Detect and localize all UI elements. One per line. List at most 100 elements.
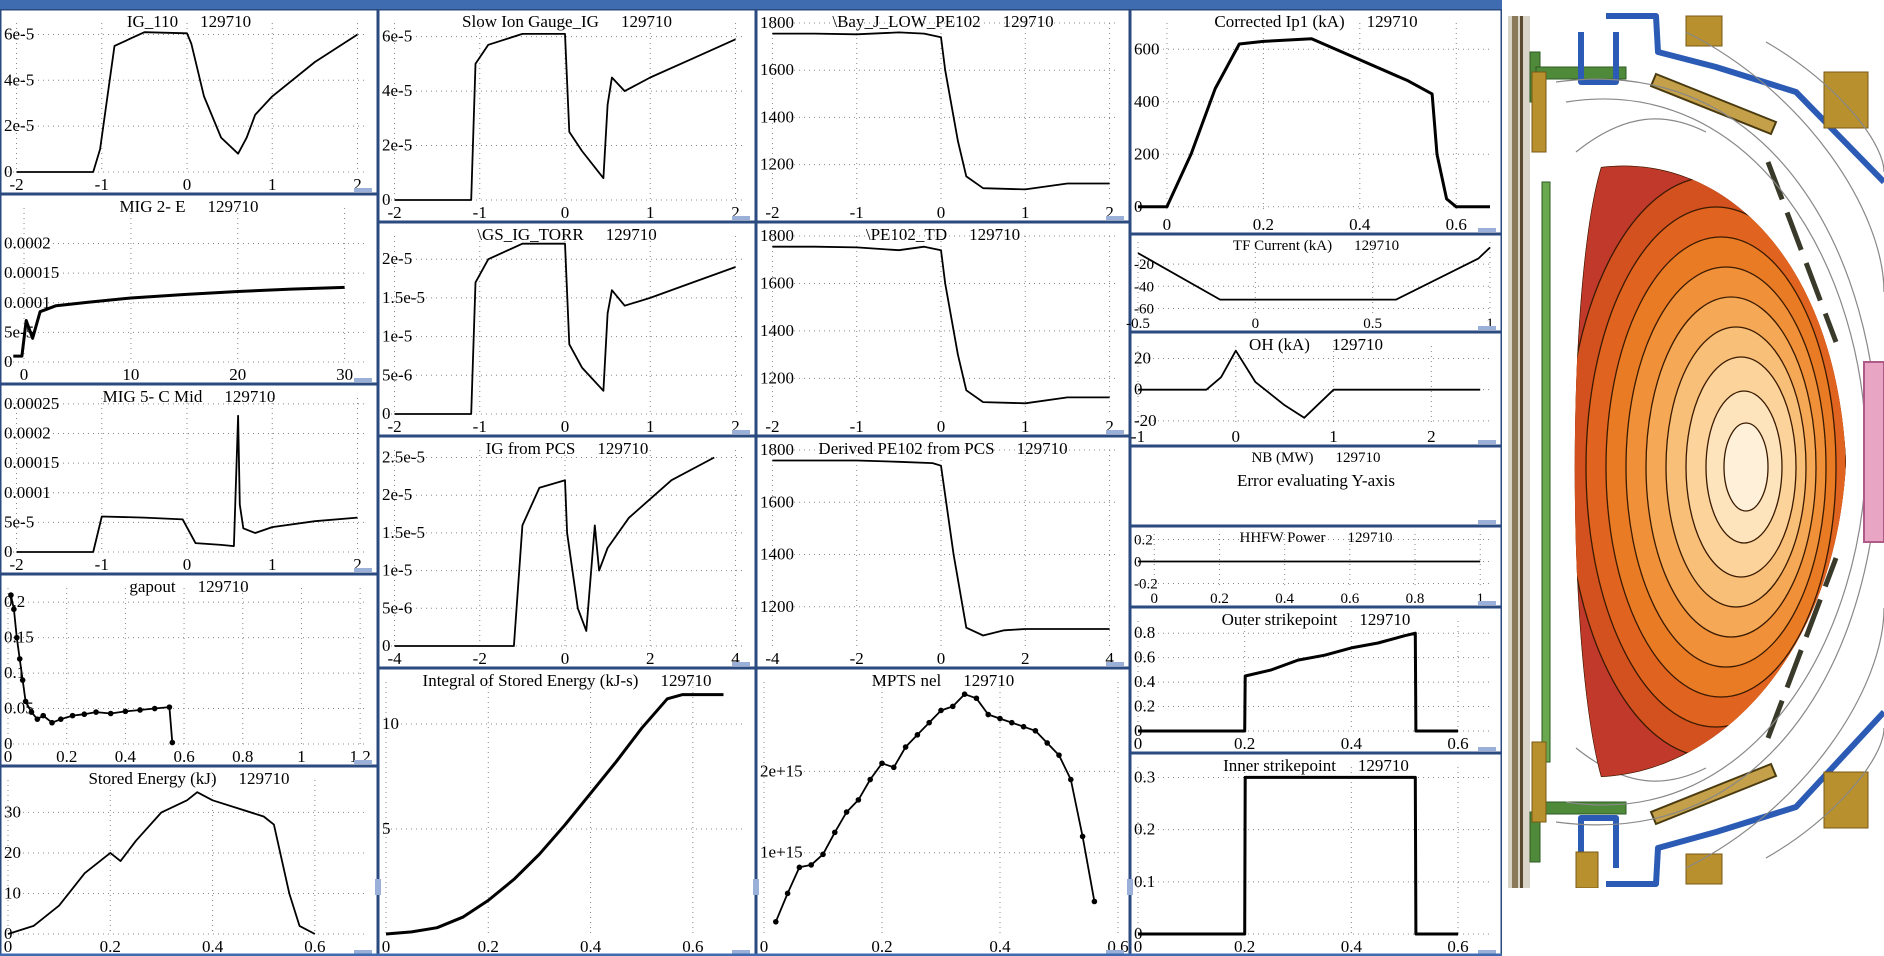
chart-title-text: NB (MW) <box>1251 450 1313 466</box>
x-tick-label: 0 <box>561 649 570 668</box>
y-tick-label: 2e-5 <box>382 485 412 504</box>
x-tick-label: 2 <box>1105 417 1114 436</box>
data-point <box>938 707 944 714</box>
panel-frame <box>377 9 757 223</box>
y-tick-label: 2e-5 <box>4 116 34 135</box>
data-point <box>40 712 47 719</box>
x-tick-label: 0.2 <box>56 747 77 766</box>
panel-scroll-tab[interactable] <box>354 950 372 954</box>
x-tick-label: 2 <box>1427 427 1436 446</box>
panel-scroll-tab[interactable] <box>732 950 750 954</box>
panel-scroll-tab[interactable] <box>732 216 750 220</box>
chart-shot-number: 129710 <box>621 12 672 31</box>
x-tick-label: 0 <box>1232 427 1241 446</box>
data-point <box>926 719 932 726</box>
y-tick-label: 5 <box>382 819 391 838</box>
data-point <box>879 760 885 767</box>
panel-scroll-tab[interactable] <box>1106 216 1124 220</box>
panel-frame <box>0 765 379 956</box>
chart-title: Integral of Stored Energy (kJ-s) 129710 <box>423 671 712 690</box>
chart-shot-number: 129710 <box>1332 335 1383 354</box>
chart-title-text: HHFW Power <box>1240 530 1326 546</box>
panel-scroll-tab[interactable] <box>1478 326 1496 330</box>
x-tick-label: -2 <box>850 649 864 668</box>
panel-scroll-tab[interactable] <box>1478 440 1496 444</box>
outer-wall <box>1765 161 1839 739</box>
chart-shot-number: 129710 <box>200 12 251 31</box>
x-tick-label: 0 <box>1163 215 1172 234</box>
x-tick-label: 0 <box>20 365 29 384</box>
y-tick-label: 0 <box>382 404 391 423</box>
y-tick-label: 20 <box>4 843 21 862</box>
row-marker-tab[interactable] <box>375 879 381 895</box>
panel-scroll-tab[interactable] <box>732 662 750 666</box>
x-tick-label: -2 <box>387 417 401 436</box>
panel-scroll-tab[interactable] <box>1478 747 1496 751</box>
chart-title: Inner strikepoint 129710 <box>1223 756 1409 775</box>
panel-scroll-tab[interactable] <box>1478 520 1496 524</box>
y-tick-label: 0.4 <box>1134 672 1156 691</box>
panel-scroll-tab[interactable] <box>354 188 372 192</box>
y-tick-label: -40 <box>1134 279 1154 295</box>
x-tick-label: -2 <box>9 175 23 194</box>
x-tick-label: 0.6 <box>1340 591 1359 607</box>
x-tick-label: 10 <box>122 365 139 384</box>
x-tick-label: 0.2 <box>100 937 121 956</box>
data-point <box>19 677 26 683</box>
y-tick-label: 200 <box>1134 144 1160 163</box>
panel-scroll-tab[interactable] <box>354 760 372 764</box>
equilibrium-reconstruction-image <box>1506 12 1884 889</box>
panel-frame <box>1129 525 1502 608</box>
panel-scroll-tab[interactable] <box>1478 950 1496 954</box>
panel-scroll-tab[interactable] <box>1478 228 1496 232</box>
chart-panel-p4: gapout12971000.20.40.60.811.200.050.10.1… <box>0 573 379 767</box>
y-tick-label: 1e+15 <box>760 843 803 862</box>
panel-scroll-tab[interactable] <box>354 568 372 572</box>
panel-scroll-tab[interactable] <box>1106 430 1124 434</box>
x-tick-label: 0 <box>937 417 946 436</box>
series-line <box>16 31 358 173</box>
x-tick-label: 1 <box>646 417 655 436</box>
panel-scroll-tab[interactable] <box>732 430 750 434</box>
data-point <box>122 708 129 715</box>
chart-title-text: MIG 2- E <box>119 197 185 216</box>
data-point <box>169 739 176 746</box>
data-point <box>914 732 921 738</box>
row-marker-tab[interactable] <box>753 879 759 895</box>
chart-title: Outer strikepoint 129710 <box>1222 610 1411 629</box>
x-tick-label: 0.6 <box>1447 734 1468 753</box>
chart-title-text: Derived PE102 from PCS <box>818 439 994 458</box>
data-point <box>820 851 826 858</box>
passive-plates <box>1649 72 1778 826</box>
center-stack <box>1508 16 1530 888</box>
chart-panel-p1: IG_110 129710 -2 -1 0 1 2 0 2e-5 4e-5 6e-5 <box>0 9 379 195</box>
data-point <box>891 764 897 771</box>
data-point <box>985 711 991 718</box>
panel-scroll-tab[interactable] <box>354 378 372 382</box>
pf-coils <box>1531 15 1869 889</box>
x-tick-label: 0.8 <box>232 747 253 766</box>
panel-scroll-tab[interactable] <box>1478 601 1496 605</box>
y-tick-label: 1200 <box>760 155 794 174</box>
chart-panel-p8: IG from PCS 129710 -4 -2 0 2 4 0 5e-6 1e-5 1.5e-5 2… <box>377 435 757 669</box>
x-tick-label: -2 <box>473 649 487 668</box>
plasma-contours <box>1574 165 1846 778</box>
y-tick-label: 2e-5 <box>382 136 412 155</box>
x-tick-label: 0.4 <box>202 937 224 956</box>
data-point <box>832 829 838 836</box>
x-tick-label: -1 <box>850 417 864 436</box>
panel-scroll-tab[interactable] <box>1106 662 1124 666</box>
panel-scroll-tab[interactable] <box>1106 950 1124 954</box>
row-marker-tab[interactable] <box>1127 879 1133 895</box>
chart-title: MIG 2- E 129710 <box>119 197 258 216</box>
data-point <box>1009 719 1015 726</box>
data-point <box>796 864 803 871</box>
x-tick-label: 1 <box>297 747 306 766</box>
x-tick-label: -1 <box>95 555 109 574</box>
data-point <box>1091 898 1098 905</box>
y-tick-label: -60 <box>1134 301 1154 317</box>
